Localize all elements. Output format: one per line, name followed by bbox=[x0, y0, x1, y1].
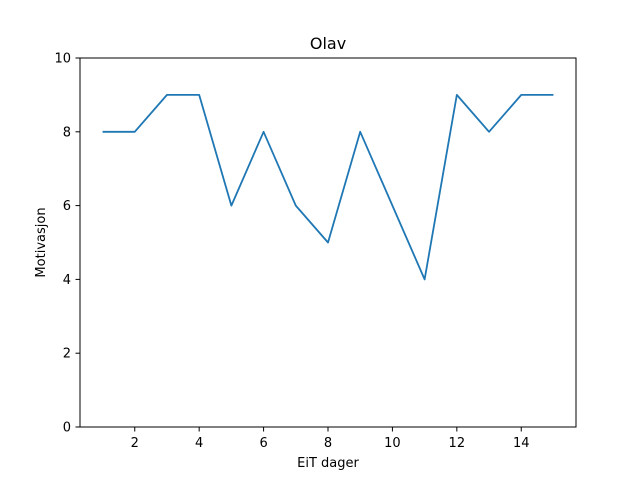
series-line bbox=[102, 94, 554, 281]
y-tick-label: 8 bbox=[63, 125, 71, 140]
x-axis-label: EiT dager bbox=[297, 456, 359, 471]
x-tick-label: 8 bbox=[324, 436, 332, 451]
y-axis-label: Motivasjon bbox=[34, 207, 49, 277]
y-tick-label: 4 bbox=[63, 273, 71, 288]
y-tick-label: 0 bbox=[63, 421, 71, 436]
y-axis: 0 2 4 6 8 10 bbox=[54, 52, 80, 436]
x-tick-label: 10 bbox=[384, 436, 401, 451]
chart-title: Olav bbox=[310, 34, 346, 53]
plot-area bbox=[102, 94, 554, 281]
x-tick-label: 4 bbox=[195, 436, 203, 451]
x-tick-label: 12 bbox=[449, 436, 466, 451]
x-axis: 2 4 6 8 10 12 14 bbox=[131, 427, 530, 451]
y-tick-label: 6 bbox=[63, 199, 71, 214]
y-tick-label: 2 bbox=[63, 347, 71, 362]
x-tick-label: 6 bbox=[259, 436, 267, 451]
x-tick-label: 2 bbox=[131, 436, 139, 451]
y-tick-label: 10 bbox=[54, 52, 71, 67]
x-tick-label: 14 bbox=[513, 436, 530, 451]
